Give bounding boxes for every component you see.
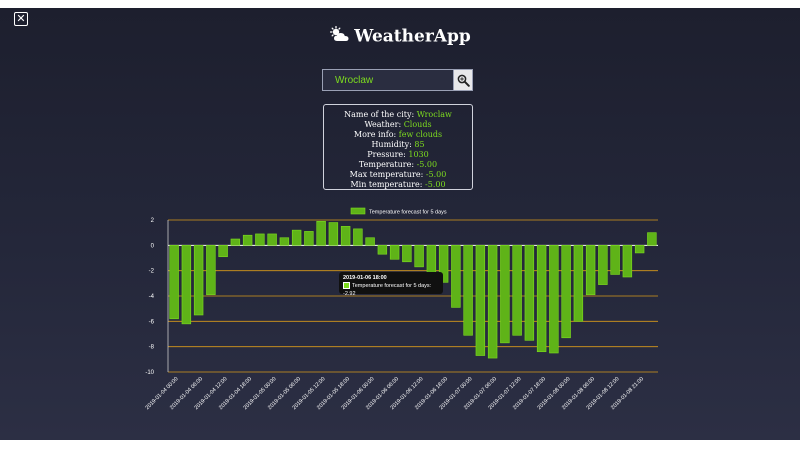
bar [573,245,584,322]
search-bar [322,69,473,91]
bar [242,234,253,246]
bar [230,238,241,246]
y-tick-label: 2 [151,218,155,224]
bar [475,245,486,356]
cloud-sun-icon [329,25,351,47]
info-row-more-info: More info: few clouds [353,130,443,139]
info-row-city: Name of the city: Wroclaw [344,110,452,119]
bar [291,229,302,246]
bar [304,231,314,246]
bar [218,245,228,258]
bar [426,245,437,274]
y-tick-label: 0 [151,243,155,249]
bar [279,237,290,246]
app-title: WeatherApp [354,26,471,47]
y-tick-label: -4 [149,294,155,300]
tooltip-body: Temperature forecast for 5 days: -2.92 [343,282,432,297]
y-tick-label: -10 [145,370,154,376]
city-search-input[interactable] [322,69,454,91]
bar [377,245,388,255]
bar [500,245,510,344]
legend-swatch [350,207,366,215]
tooltip-swatch [343,282,350,290]
info-row-temperature: Temperature: -5.00 [358,160,438,169]
bar [487,245,498,359]
bar [512,245,522,336]
info-row-min-temperature: Min temperature: -5.00 [350,180,446,189]
bar [255,233,265,246]
info-row-humidity: Humidity: 85 [371,140,425,149]
app-header: WeatherApp [0,25,800,47]
bar [524,245,535,341]
bar [451,245,461,308]
bar [647,232,657,246]
bar [389,245,400,260]
bar [340,226,351,246]
bar [610,245,620,275]
info-row-pressure: Pressure: 1030 [367,150,429,159]
bar [365,237,375,246]
bar [414,245,424,268]
y-tick-label: -6 [149,319,155,325]
bar [206,245,216,296]
bar [328,222,339,246]
bar [536,245,547,353]
bar [267,233,277,246]
bar [402,245,412,263]
search-icon [457,74,470,87]
legend-label: Temperature forecast for 5 days [369,210,447,216]
bar [598,245,608,285]
bar [622,245,633,278]
info-row-max-temperature: Max temperature: -5.00 [349,170,447,179]
app-window: ✕ WeatherApp [0,8,800,440]
weather-info-panel: Name of the city: Wroclaw Weather: Cloud… [323,104,473,190]
close-icon[interactable]: ✕ [14,12,28,26]
bar [193,245,204,316]
bar [438,245,449,283]
bar [549,245,559,354]
bar [316,220,326,246]
tooltip-title: 2019-01-06 18:00 [343,275,387,281]
bar [561,245,571,339]
bar [634,245,645,254]
y-tick-label: -2 [149,269,155,275]
bar [181,245,192,325]
info-row-weather: Weather: Clouds [364,120,432,129]
bar [585,245,596,296]
bar [353,228,363,246]
bar [463,245,473,336]
bar [169,245,179,320]
search-button[interactable] [453,69,473,91]
chart-tooltip: 2019-01-06 18:00 Temperature forecast fo… [339,272,443,297]
y-tick-label: -8 [149,345,155,351]
